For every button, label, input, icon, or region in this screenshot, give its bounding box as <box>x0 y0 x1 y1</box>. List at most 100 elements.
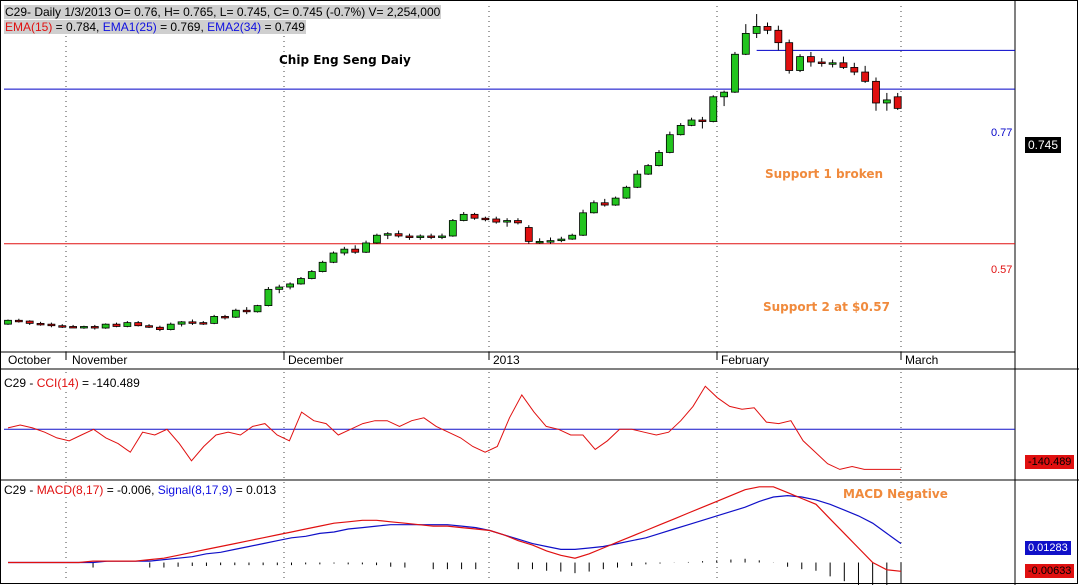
candle-up <box>882 99 891 104</box>
cci-legend-name: CCI(14) <box>36 376 79 390</box>
candle-up <box>231 309 240 318</box>
macd-legend-value: = -0.006, <box>103 483 158 497</box>
candle-down <box>405 235 414 238</box>
ema15-label: EMA(15) <box>5 20 53 34</box>
candle-down <box>14 319 23 323</box>
ema25-label: EMA1(25) <box>102 20 157 34</box>
cci-line <box>7 385 901 470</box>
month-label-2013: 2013 <box>493 353 520 367</box>
month-label-november: November <box>72 353 128 367</box>
ema-legend: EMA(15) = 0.784, EMA1(25) = 0.769, EMA2(… <box>4 20 306 34</box>
candle-down <box>524 227 533 242</box>
candle-down <box>850 67 859 73</box>
candle-up <box>448 220 457 237</box>
candle-down <box>817 61 826 64</box>
candle-down <box>763 26 772 31</box>
support1-level-label: 0.77 <box>991 127 1013 139</box>
candle-up <box>4 319 12 325</box>
price-header: C29- Daily 1/3/2013 O= 0.76, H= 0.765, L… <box>4 5 442 19</box>
support-lines <box>4 49 1015 245</box>
candle-down <box>221 316 229 319</box>
candle-down <box>69 326 77 329</box>
month-label-march: March <box>905 353 939 367</box>
candle-down <box>774 29 783 44</box>
candle-down <box>698 119 707 122</box>
candle-up <box>644 165 653 175</box>
candle-up <box>622 186 631 199</box>
candle-up <box>611 197 620 206</box>
candle-up <box>362 242 370 253</box>
support1-note: Support 1 broken <box>765 167 884 181</box>
candle-down <box>481 217 490 221</box>
candle-up <box>557 238 566 242</box>
candle-up <box>340 248 349 254</box>
chart-title: Chip Eng Seng Daiy <box>279 53 411 67</box>
candle-up <box>709 96 718 122</box>
signal-last-tag: 0.01283 <box>1025 541 1071 555</box>
candle-down <box>351 248 360 253</box>
cci-legend: C29 - CCI(14) = -140.489 <box>4 376 140 390</box>
candle-up <box>665 134 674 153</box>
candle-up <box>166 323 175 330</box>
candle-up <box>546 240 555 243</box>
candle-up <box>579 212 587 236</box>
candle-up <box>329 252 338 263</box>
candle-up <box>676 125 685 136</box>
candle-down <box>394 233 403 237</box>
candle-down <box>145 325 153 328</box>
macd-legend-name: MACD(8,17) <box>36 483 104 497</box>
cci-legend-value: = -140.489 <box>78 376 140 390</box>
signal-legend-value: = 0.013 <box>232 483 277 497</box>
macd-last-tag: -0.00633 <box>1025 564 1075 578</box>
candle-up <box>752 26 761 34</box>
candle-up <box>286 283 295 288</box>
candle-down <box>242 309 251 313</box>
candle-up <box>253 305 262 313</box>
candle-up <box>568 234 577 240</box>
signal-legend-name: Signal(8,17,9) <box>157 483 233 497</box>
candle-up <box>796 56 804 71</box>
candle-down <box>839 62 848 68</box>
candle-down <box>58 325 67 328</box>
ema25-value: = 0.769, <box>156 20 208 34</box>
price-candles <box>4 14 902 332</box>
support2-level-label: 0.57 <box>991 264 1013 276</box>
candle-down <box>25 320 34 324</box>
candle-up <box>275 286 284 290</box>
candle-down <box>785 42 794 71</box>
macd-note: MACD Negative <box>843 487 948 501</box>
candle-up <box>210 316 219 324</box>
candle-up <box>687 119 696 126</box>
candle-down <box>893 96 902 109</box>
candle-up <box>80 326 88 329</box>
candle-up <box>264 288 273 306</box>
candle-down <box>514 220 522 224</box>
ema34-value: = 0.749 <box>261 20 305 34</box>
month-label-october: October <box>8 353 51 367</box>
candle-up <box>101 323 110 329</box>
candle-down <box>36 322 45 326</box>
support2-note: Support 2 at $0.57 <box>763 300 890 314</box>
candle-up <box>372 234 381 244</box>
candle-down <box>872 80 880 104</box>
candle-up <box>731 53 739 93</box>
macd-panel-plot <box>8 486 902 585</box>
signal-line <box>8 494 902 564</box>
candle-up <box>590 202 598 214</box>
last-price-tag: 0.745 <box>1025 137 1062 153</box>
macd-legend-prefix: C29 - <box>4 483 37 497</box>
candle-down <box>90 326 99 329</box>
candle-up <box>177 321 186 325</box>
candle-up <box>828 62 837 65</box>
candle-down <box>861 71 870 82</box>
candle-down <box>470 213 479 219</box>
candle-up <box>416 235 425 238</box>
candle-up <box>503 220 512 223</box>
month-label-december: December <box>288 353 344 367</box>
candle-up <box>655 152 663 167</box>
cci-legend-prefix: C29 - <box>4 376 37 390</box>
macd-line <box>8 486 902 572</box>
candle-up <box>633 173 642 188</box>
